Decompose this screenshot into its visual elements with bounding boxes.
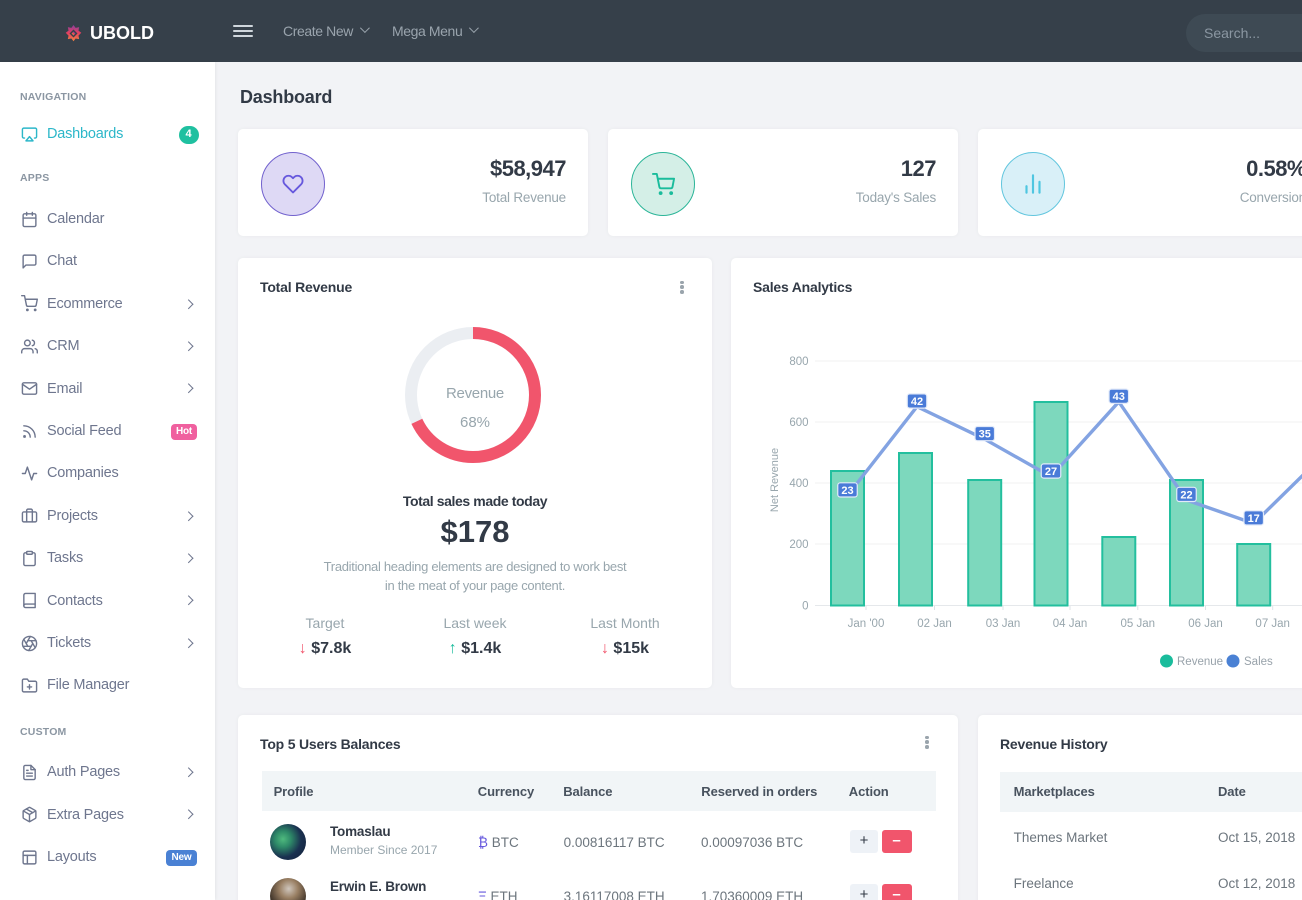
svg-text:05 Jan: 05 Jan (1121, 618, 1156, 630)
svg-text:Sales: Sales (1244, 656, 1273, 668)
svg-text:Net Revenue: Net Revenue (769, 448, 781, 512)
svg-text:43: 43 (1113, 391, 1125, 403)
svg-text:800: 800 (789, 356, 808, 368)
svg-text:200: 200 (789, 539, 808, 551)
svg-text:35: 35 (979, 429, 991, 441)
svg-text:27: 27 (1045, 466, 1057, 478)
svg-text:03 Jan: 03 Jan (986, 618, 1021, 630)
svg-text:600: 600 (789, 417, 808, 429)
svg-text:06 Jan: 06 Jan (1188, 618, 1223, 630)
svg-text:23: 23 (841, 485, 853, 497)
svg-text:0: 0 (802, 601, 808, 613)
svg-text:Jan '00: Jan '00 (848, 618, 885, 630)
svg-text:22: 22 (1180, 489, 1192, 501)
svg-text:400: 400 (789, 478, 808, 490)
svg-text:07 Jan: 07 Jan (1255, 618, 1290, 630)
svg-text:02 Jan: 02 Jan (917, 618, 952, 630)
svg-text:04 Jan: 04 Jan (1053, 618, 1088, 630)
svg-text:42: 42 (911, 396, 923, 408)
svg-text:17: 17 (1248, 513, 1260, 525)
svg-text:Revenue: Revenue (1177, 656, 1223, 668)
